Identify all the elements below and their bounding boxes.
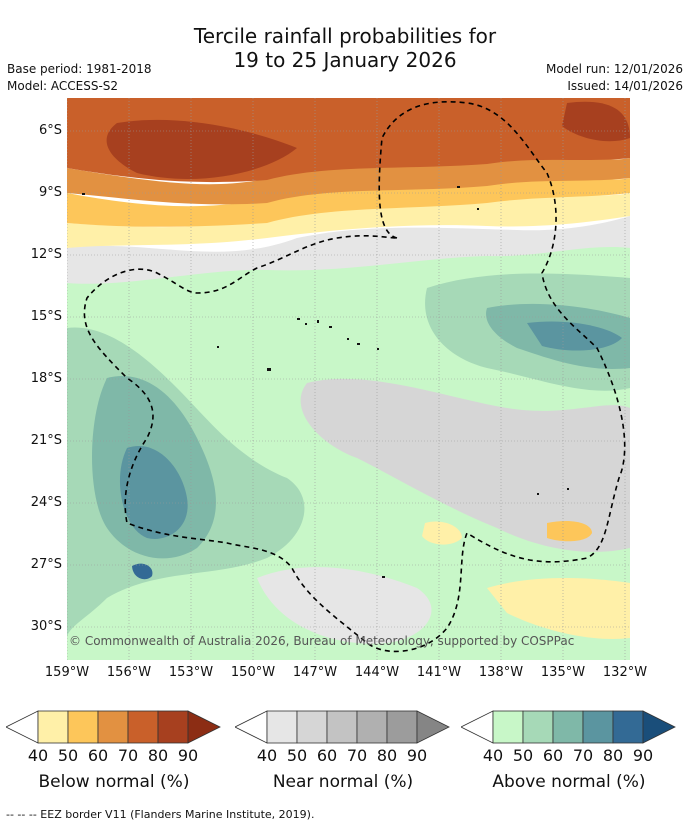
colorbar-swatch bbox=[492, 710, 524, 744]
lon-label: 135°W bbox=[540, 665, 586, 680]
map-title-line1: Tercile rainfall probabilities for bbox=[193, 24, 497, 48]
legend-near-normal bbox=[234, 708, 455, 746]
legend-above-normal bbox=[460, 708, 681, 746]
colorbar-swatch bbox=[266, 710, 298, 744]
colorbar-arrow-high bbox=[187, 710, 221, 744]
colorbar-swatch bbox=[67, 710, 99, 744]
lat-label: 27°S bbox=[30, 557, 62, 572]
colorbar-swatch bbox=[326, 710, 358, 744]
eez-border-french-polynesia bbox=[83, 100, 626, 653]
colorbar-swatch bbox=[127, 710, 159, 744]
legend-tick: 50 bbox=[286, 746, 308, 765]
lon-label: 147°W bbox=[292, 665, 338, 680]
legend-tick: 70 bbox=[117, 746, 139, 765]
lat-label: 6°S bbox=[38, 123, 62, 138]
legend-tick: 90 bbox=[177, 746, 199, 765]
legend-below-normal bbox=[5, 708, 226, 746]
lat-label: 24°S bbox=[30, 495, 62, 510]
above-normal-70-patch bbox=[119, 446, 188, 539]
eez-footnote: -- -- -- EEZ border V11 (Flanders Marine… bbox=[6, 808, 315, 821]
legend-tick: 90 bbox=[632, 746, 654, 765]
legend-tick: 60 bbox=[316, 746, 338, 765]
legend-tick: 80 bbox=[376, 746, 398, 765]
legend-tick: 50 bbox=[512, 746, 534, 765]
islands bbox=[82, 186, 569, 578]
colorbar-near-normal bbox=[234, 710, 450, 744]
legend-tick: 40 bbox=[27, 746, 49, 765]
below-normal-40-band bbox=[67, 193, 630, 248]
colorbar-swatch bbox=[356, 710, 388, 744]
colorbar-arrow-high bbox=[416, 710, 450, 744]
legend-near-title: Near normal (%) bbox=[272, 772, 414, 792]
lat-label: 12°S bbox=[30, 247, 62, 262]
below-normal-80-patch-east bbox=[562, 101, 630, 142]
legend-tick: 40 bbox=[482, 746, 504, 765]
below-normal-80-patch bbox=[106, 119, 297, 179]
lat-label: 21°S bbox=[30, 433, 62, 448]
lon-label: 144°W bbox=[354, 665, 400, 680]
near-normal-light bbox=[257, 567, 432, 644]
legend-tick: 60 bbox=[87, 746, 109, 765]
colorbar-swatch bbox=[582, 710, 614, 744]
rainfall-probability-map bbox=[67, 98, 630, 660]
above-normal-70-east bbox=[527, 321, 622, 351]
legend-tick: 60 bbox=[542, 746, 564, 765]
near-normal-band-north bbox=[67, 216, 630, 284]
colorbar-swatch bbox=[522, 710, 554, 744]
lon-label: 132°W bbox=[602, 665, 648, 680]
lon-label: 138°W bbox=[478, 665, 524, 680]
lon-label: 159°W bbox=[44, 665, 90, 680]
lat-label: 18°S bbox=[30, 371, 62, 386]
legend-tick: 70 bbox=[572, 746, 594, 765]
colorbar-arrow-high bbox=[642, 710, 676, 744]
lon-label: 141°W bbox=[416, 665, 462, 680]
colorbar-swatch bbox=[612, 710, 644, 744]
legend-below-title: Below normal (%) bbox=[38, 772, 190, 792]
map-title-line2: 19 to 25 January 2026 bbox=[233, 48, 457, 72]
model-run: Model run: 12/01/2026 bbox=[545, 62, 683, 76]
colorbar-above-normal bbox=[460, 710, 676, 744]
legend-tick: 80 bbox=[147, 746, 169, 765]
legend-tick: 70 bbox=[346, 746, 368, 765]
base-period: Base period: 1981-2018 bbox=[7, 62, 152, 76]
issued-date: Issued: 14/01/2026 bbox=[567, 79, 683, 93]
colorbar-swatch bbox=[386, 710, 418, 744]
colorbar-arrow-low bbox=[234, 710, 268, 744]
lon-label: 153°W bbox=[168, 665, 214, 680]
colorbar-swatch bbox=[552, 710, 584, 744]
legend-tick: 40 bbox=[256, 746, 278, 765]
below-normal-50-band bbox=[67, 176, 630, 227]
colorbar-arrow-low bbox=[5, 710, 39, 744]
colorbar-swatch bbox=[37, 710, 69, 744]
map-canvas bbox=[67, 98, 630, 660]
above-normal-80-patch bbox=[132, 563, 153, 580]
near-normal-region-southeast bbox=[300, 378, 630, 552]
graticule bbox=[67, 98, 630, 660]
legend-tick: 80 bbox=[602, 746, 624, 765]
legend-tick: 90 bbox=[406, 746, 428, 765]
eez-borders bbox=[83, 100, 626, 653]
legend-above-title: Above normal (%) bbox=[492, 772, 646, 792]
colorbar-swatch bbox=[296, 710, 328, 744]
legend-tick: 50 bbox=[57, 746, 79, 765]
lat-label: 9°S bbox=[38, 185, 62, 200]
lat-label: 30°S bbox=[30, 619, 62, 634]
below-normal-40-southeast bbox=[487, 578, 630, 639]
below-normal-60-band bbox=[67, 156, 630, 205]
lon-label: 150°W bbox=[230, 665, 276, 680]
below-normal-40-patch-mid bbox=[422, 521, 462, 545]
colorbar-swatch bbox=[97, 710, 129, 744]
lon-label: 156°W bbox=[106, 665, 152, 680]
model-name: Model: ACCESS-S2 bbox=[7, 79, 119, 93]
colorbar-below-normal bbox=[5, 710, 221, 744]
colorbar-swatch bbox=[157, 710, 189, 744]
copyright-notice: © Commonwealth of Australia 2026, Bureau… bbox=[69, 634, 575, 648]
below-normal-50-patch-southeast bbox=[547, 521, 592, 542]
lat-label: 15°S bbox=[30, 309, 62, 324]
colorbar-arrow-low bbox=[460, 710, 494, 744]
